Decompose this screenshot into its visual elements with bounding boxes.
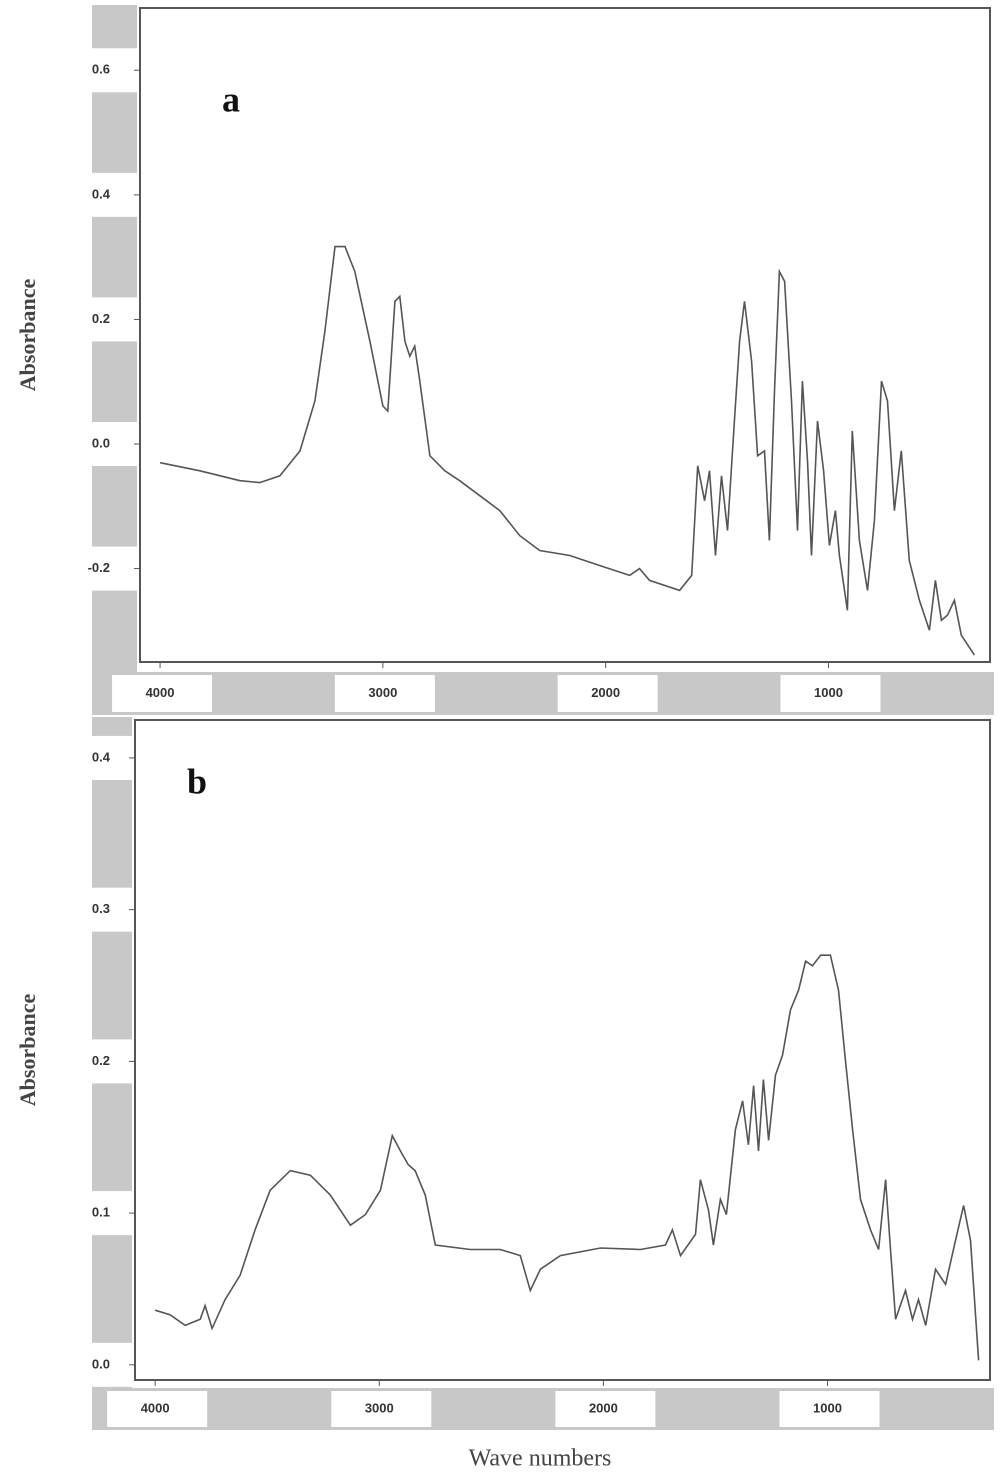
tick-box [70,422,138,466]
tick-box [70,735,133,780]
tick-box [70,1039,133,1084]
x-axis-label: Wave numbers [469,1446,612,1472]
tick-box [334,675,435,712]
y-tick-label: -0.2 [88,560,110,575]
y-tick-label: 0.2 [92,311,110,326]
tick-box [107,1391,208,1427]
y-tick-label: 0.4 [92,186,111,201]
x-tick-label: 4000 [146,685,175,700]
y-tick-label: 0.4 [92,749,111,764]
tick-box [70,48,138,93]
x-tick-label: 3000 [368,685,397,700]
y-axis-label: Absorbance [15,994,40,1107]
tick-box [70,172,138,217]
tick-box [780,675,881,712]
x-tick-label: 1000 [814,685,843,700]
spectrum-line [154,954,980,1361]
tick-box [112,675,213,712]
y-strip [92,5,137,712]
y-tick-label: 0.3 [92,901,110,916]
spectrum-line [159,245,976,656]
tick-box [70,546,138,591]
x-tick-label: 1000 [813,1400,842,1415]
y-tick-label: 0.1 [92,1205,110,1220]
tick-box [70,1191,133,1236]
y-tick-label: 0.2 [92,1053,110,1068]
tick-box [70,887,133,932]
tick-box [70,1342,133,1387]
y-tick-label: 0.0 [92,1356,110,1371]
x-tick-label: 3000 [365,1400,394,1415]
x-tick-label: 2000 [589,1400,618,1415]
x-tick-label: 4000 [141,1400,170,1415]
y-axis-label: Absorbance [15,279,40,392]
tick-box [70,297,138,342]
tick-box [779,1391,880,1427]
tick-box [557,675,658,712]
tick-box [331,1391,432,1427]
x-tick-label: 2000 [591,685,620,700]
plot-frame [134,719,991,1381]
y-tick-label: 0.6 [92,62,110,77]
tick-box [555,1391,656,1427]
panel-label: b [187,761,207,801]
y-tick-label: 0.0 [92,435,110,450]
panel-label: a [222,79,240,119]
